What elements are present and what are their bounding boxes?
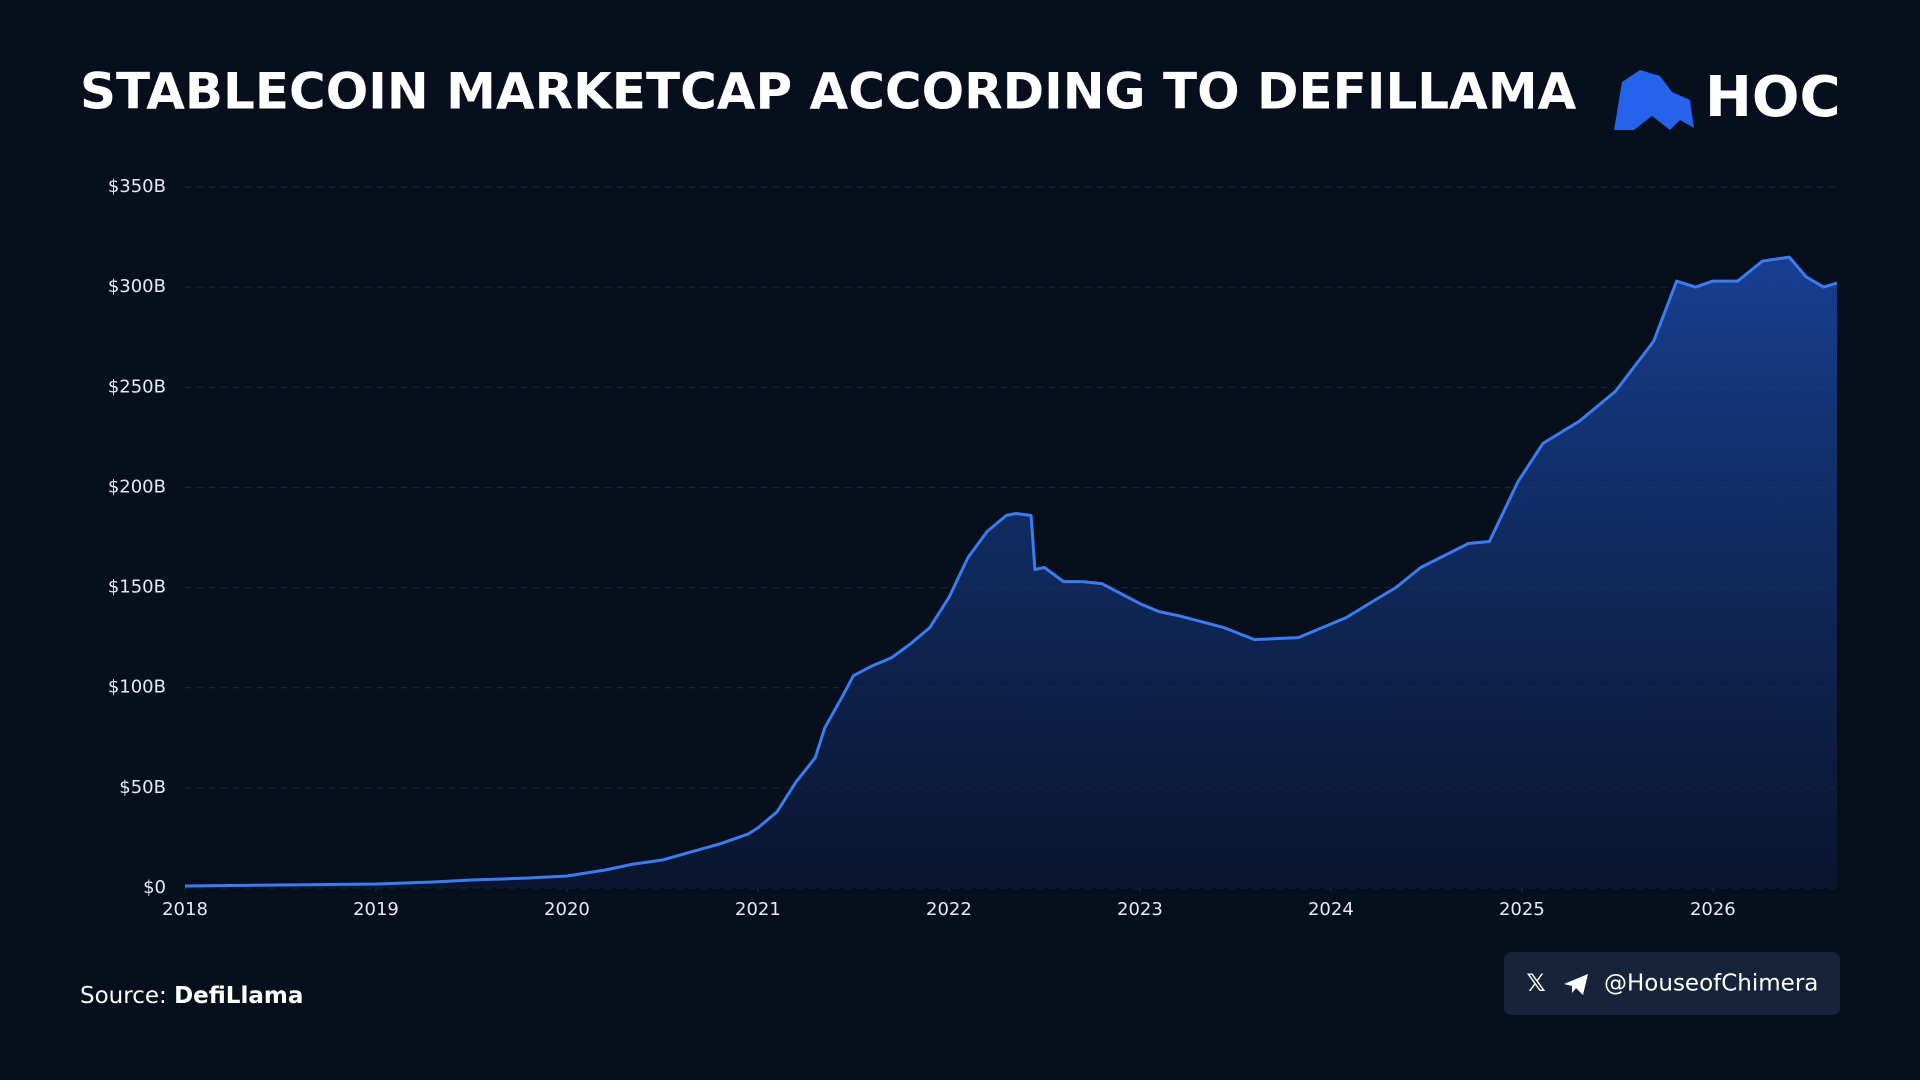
- x-tick-label: 2019: [353, 899, 399, 920]
- y-tick-label: $0: [143, 877, 166, 898]
- x-tick-label: 2025: [1499, 899, 1545, 920]
- x-icon: 𝕏: [1526, 969, 1545, 997]
- y-tick-label: $100B: [108, 677, 166, 698]
- x-tick-label: 2018: [162, 899, 208, 920]
- x-tick-label: 2022: [926, 899, 972, 920]
- x-tick-label: 2020: [544, 899, 590, 920]
- chart-title: STABLECOIN MARKETCAP ACCORDING TO DEFILL…: [80, 63, 1577, 121]
- x-tick-label: 2023: [1117, 899, 1163, 920]
- handle: @HouseofChimera: [1604, 971, 1818, 997]
- y-tick-label: $150B: [108, 577, 166, 598]
- source-name: DefiLlama: [174, 983, 303, 1009]
- logo: HOC: [1614, 65, 1841, 130]
- x-tick-label: 2026: [1690, 899, 1736, 920]
- telegram-icon: [1564, 974, 1588, 995]
- x-tick-label: 2024: [1308, 899, 1354, 920]
- line: [184, 255, 1838, 888]
- source-label: Source:: [80, 983, 167, 1009]
- y-tick-label: $250B: [108, 376, 166, 397]
- y-tick-label: $350B: [108, 176, 166, 197]
- logo-text: HOC: [1705, 65, 1841, 130]
- source: Source: DefiLlama: [80, 983, 303, 1009]
- logo-icon: [1614, 70, 1694, 130]
- handle-box: [1504, 952, 1840, 1015]
- y-tick-label: $200B: [108, 476, 166, 497]
- y-tick-label: $50B: [119, 777, 166, 798]
- x-tick-label: 2021: [735, 899, 781, 920]
- area: [185, 257, 1837, 889]
- y-tick-label: $300B: [108, 276, 166, 297]
